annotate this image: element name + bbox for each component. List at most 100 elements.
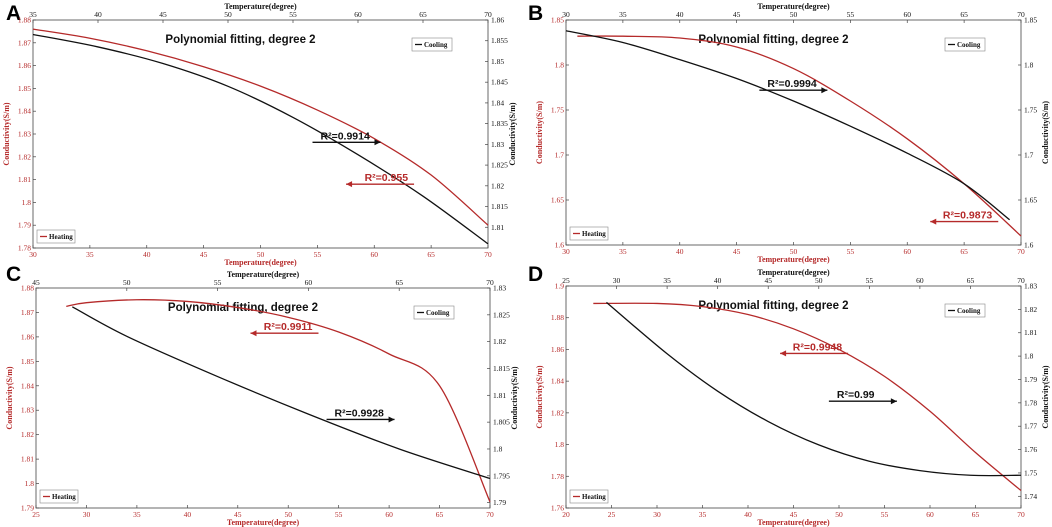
x-tick-label-bottom: 50 xyxy=(284,510,292,519)
y-tick-label-right: 1.8 xyxy=(493,444,503,453)
x-tick-label-bottom: 30 xyxy=(653,510,661,519)
y-tick-label-right: 1.83 xyxy=(491,140,504,149)
cooling-series-line xyxy=(565,30,1011,221)
legend-cooling-box xyxy=(944,37,986,52)
panel-a: A 30 35 40 45 50 55 60 65 70 35 40 45 50 55 60 65 70 1.78 1… xyxy=(2,2,517,267)
y-tick-label-left: 1.8 xyxy=(555,440,565,449)
y-tick-label-left: 1.87 xyxy=(18,38,31,47)
x-tick-label-top: 70 xyxy=(486,278,494,287)
x-tick-label-bottom: 60 xyxy=(904,247,912,256)
x-tick-label-top: 40 xyxy=(94,10,102,19)
y-tick-label-right: 1.84 xyxy=(491,98,504,107)
r2-annotation: R²=0.9928 xyxy=(335,407,384,419)
y-tick-label-right: 1.79 xyxy=(493,498,506,507)
legend-cooling-label: Cooling xyxy=(426,309,450,317)
heating-series-line xyxy=(32,28,489,226)
x-tick-label-top: 65 xyxy=(395,278,403,287)
y-tick-label-right: 1.81 xyxy=(1024,328,1037,337)
y-tick-label-left: 1.84 xyxy=(551,377,564,386)
x-tick-label-top: 40 xyxy=(676,10,684,19)
y-axis-label-right: Conductivity(S/m) xyxy=(1041,101,1050,164)
x-axis-label-top: Temperature(degree) xyxy=(227,270,300,279)
chart-title: Polynomial fitting, degree 2 xyxy=(165,34,315,46)
y-tick-label-left: 1.79 xyxy=(18,221,31,230)
heating-series-line xyxy=(593,302,1022,492)
y-tick-label-left: 1.88 xyxy=(551,313,564,322)
y-tick-label-left: 1.84 xyxy=(18,107,31,116)
y-tick-label-right: 1.79 xyxy=(1024,375,1037,384)
y-tick-label-left: 1.83 xyxy=(21,406,34,415)
y-tick-label-left: 1.78 xyxy=(18,244,31,253)
x-tick-label-bottom: 70 xyxy=(486,510,494,519)
y-tick-label-right: 1.815 xyxy=(493,364,510,373)
x-tick-label-top: 60 xyxy=(904,10,912,19)
y-tick-label-left: 1.65 xyxy=(551,196,564,205)
plot-frame xyxy=(35,287,491,509)
legend-heating-label: Heating xyxy=(582,493,606,501)
x-tick-label-top: 65 xyxy=(419,10,427,19)
y-tick-label-left: 1.84 xyxy=(21,381,34,390)
r2-arrowhead xyxy=(930,218,937,225)
legend-heating-box xyxy=(569,226,609,241)
y-tick-label-right: 1.8 xyxy=(1024,352,1034,361)
x-tick-label-bottom: 35 xyxy=(619,247,627,256)
cooling-series-line xyxy=(72,306,491,480)
legend-heating-label: Heating xyxy=(52,493,76,501)
y-tick-label-left: 1.83 xyxy=(18,130,31,139)
r2-annotation: R²=0.955 xyxy=(365,172,409,184)
x-tick-label-top: 30 xyxy=(613,276,621,285)
legend-cooling-label: Cooling xyxy=(424,41,448,49)
r2-arrowhead xyxy=(890,398,897,405)
y-tick-label-right: 1.6 xyxy=(1024,241,1034,250)
r2-annotation: R²=0.99 xyxy=(837,389,875,401)
y-tick-label-right: 1.74 xyxy=(1024,492,1037,501)
legend-heating-label: Heating xyxy=(582,230,606,238)
y-tick-label-right: 1.825 xyxy=(491,161,508,170)
r2-annotation: R²=0.9948 xyxy=(793,341,842,353)
x-axis-label-bottom: Temperature(degree) xyxy=(757,518,830,527)
y-tick-label-left: 1.8 xyxy=(22,198,32,207)
y-tick-label-left: 1.86 xyxy=(551,345,564,354)
x-tick-label-top: 55 xyxy=(214,278,222,287)
y-tick-label-left: 1.85 xyxy=(21,357,34,366)
x-tick-label-top: 70 xyxy=(484,10,492,19)
legend-heating-label: Heating xyxy=(49,233,73,241)
y-tick-label-left: 1.85 xyxy=(551,16,564,25)
x-tick-label-top: 45 xyxy=(733,10,741,19)
r2-annotation: R²=0.9873 xyxy=(943,210,992,222)
y-tick-label-right: 1.85 xyxy=(491,57,504,66)
x-tick-label-bottom: 65 xyxy=(972,510,980,519)
panel-letter: C xyxy=(6,263,21,286)
panel-c: C 25 30 35 40 45 50 55 60 65 70 45 50 55 60 65 70 1.79 1.8… xyxy=(5,263,519,527)
x-axis-label-bottom: Temperature(degree) xyxy=(757,255,830,264)
cooling-series-line xyxy=(606,301,1022,477)
x-tick-label-bottom: 60 xyxy=(926,510,934,519)
y-tick-label-left: 1.85 xyxy=(18,84,31,93)
legend-cooling-label: Cooling xyxy=(957,307,981,315)
x-tick-label-bottom: 65 xyxy=(436,510,444,519)
y-tick-label-right: 1.78 xyxy=(1024,398,1037,407)
y-tick-label-right: 1.845 xyxy=(491,78,508,87)
y-tick-label-left: 1.88 xyxy=(18,16,31,25)
x-tick-label-bottom: 45 xyxy=(234,510,242,519)
y-tick-label-left: 1.78 xyxy=(551,472,564,481)
cooling-series-line xyxy=(32,33,489,245)
r2-annotation: R²=0.9914 xyxy=(321,130,370,142)
x-tick-label-bottom: 55 xyxy=(314,250,322,259)
y-tick-label-right: 1.8 xyxy=(1024,61,1034,70)
legend-cooling-box xyxy=(944,303,986,318)
x-tick-label-bottom: 60 xyxy=(385,510,393,519)
x-tick-label-top: 60 xyxy=(305,278,313,287)
y-tick-label-left: 1.82 xyxy=(21,430,34,439)
x-tick-label-bottom: 45 xyxy=(733,247,741,256)
y-tick-label-left: 1.76 xyxy=(551,504,564,513)
y-tick-label-left: 1.88 xyxy=(21,284,34,293)
x-tick-label-top: 55 xyxy=(847,10,855,19)
x-tick-label-top: 65 xyxy=(960,10,968,19)
x-tick-label-top: 30 xyxy=(562,10,570,19)
x-tick-label-top: 50 xyxy=(224,10,232,19)
r2-arrowhead xyxy=(821,87,828,94)
y-tick-label-right: 1.82 xyxy=(491,181,504,190)
y-tick-label-right: 1.82 xyxy=(1024,305,1037,314)
